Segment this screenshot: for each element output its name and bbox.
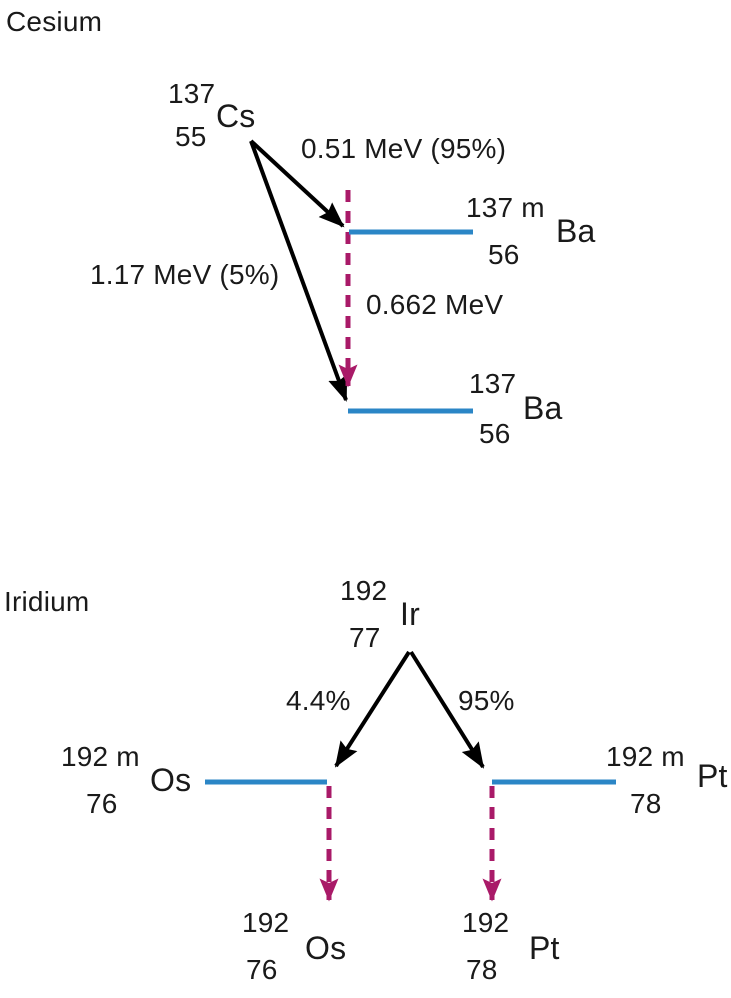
ba137m-symbol: Ba	[556, 213, 596, 249]
pt192-symbol: Pt	[529, 930, 560, 966]
os192m-atomic-number: 76	[86, 788, 118, 819]
os192-atomic-number: 76	[246, 954, 278, 985]
beta-branch-2-label: 1.17 MeV (5%)	[90, 259, 280, 290]
ba137-symbol: Ba	[523, 390, 563, 426]
os192-mass-number: 192	[242, 907, 290, 938]
ir192-mass-number: 192	[340, 575, 388, 606]
ba137m-atomic-number: 56	[488, 239, 520, 270]
ir192-symbol: Ir	[400, 596, 420, 632]
branch-arrow-ir192-to-os192m	[334, 650, 411, 768]
branch-left-percent-label: 4.4%	[286, 685, 351, 716]
section-title-iridium: Iridium	[4, 586, 90, 617]
ba137m-mass-number: 137 m	[466, 192, 545, 223]
gamma-energy-label: 0.662 MeV	[366, 289, 504, 320]
beta-arrow-cs137-to-ba137m	[249, 139, 345, 228]
ba137-mass-number: 137	[469, 368, 517, 399]
pt192m-atomic-number: 78	[630, 788, 662, 819]
section-title-cesium: Cesium	[6, 6, 103, 37]
branch-right-percent-label: 95%	[458, 685, 515, 716]
os192m-symbol: Os	[150, 762, 192, 798]
pt192-mass-number: 192	[462, 907, 510, 938]
ir192-atomic-number: 77	[349, 622, 381, 653]
cs137-mass-number: 137	[168, 78, 216, 109]
pt192m-mass-number: 192 m	[606, 741, 685, 772]
beta-branch-1-label: 0.51 MeV (95%)	[301, 133, 507, 164]
cs137-symbol: Cs	[216, 98, 256, 134]
cs137-atomic-number: 55	[175, 121, 207, 152]
ba137-atomic-number: 56	[479, 418, 511, 449]
pt192m-symbol: Pt	[697, 758, 728, 794]
branch-arrow-ir192-to-pt192m	[409, 650, 485, 769]
pt192-atomic-number: 78	[466, 954, 498, 985]
beta-arrow-cs137-to-ba137	[249, 140, 348, 402]
os192m-mass-number: 192 m	[61, 741, 140, 772]
os192-symbol: Os	[305, 930, 347, 966]
